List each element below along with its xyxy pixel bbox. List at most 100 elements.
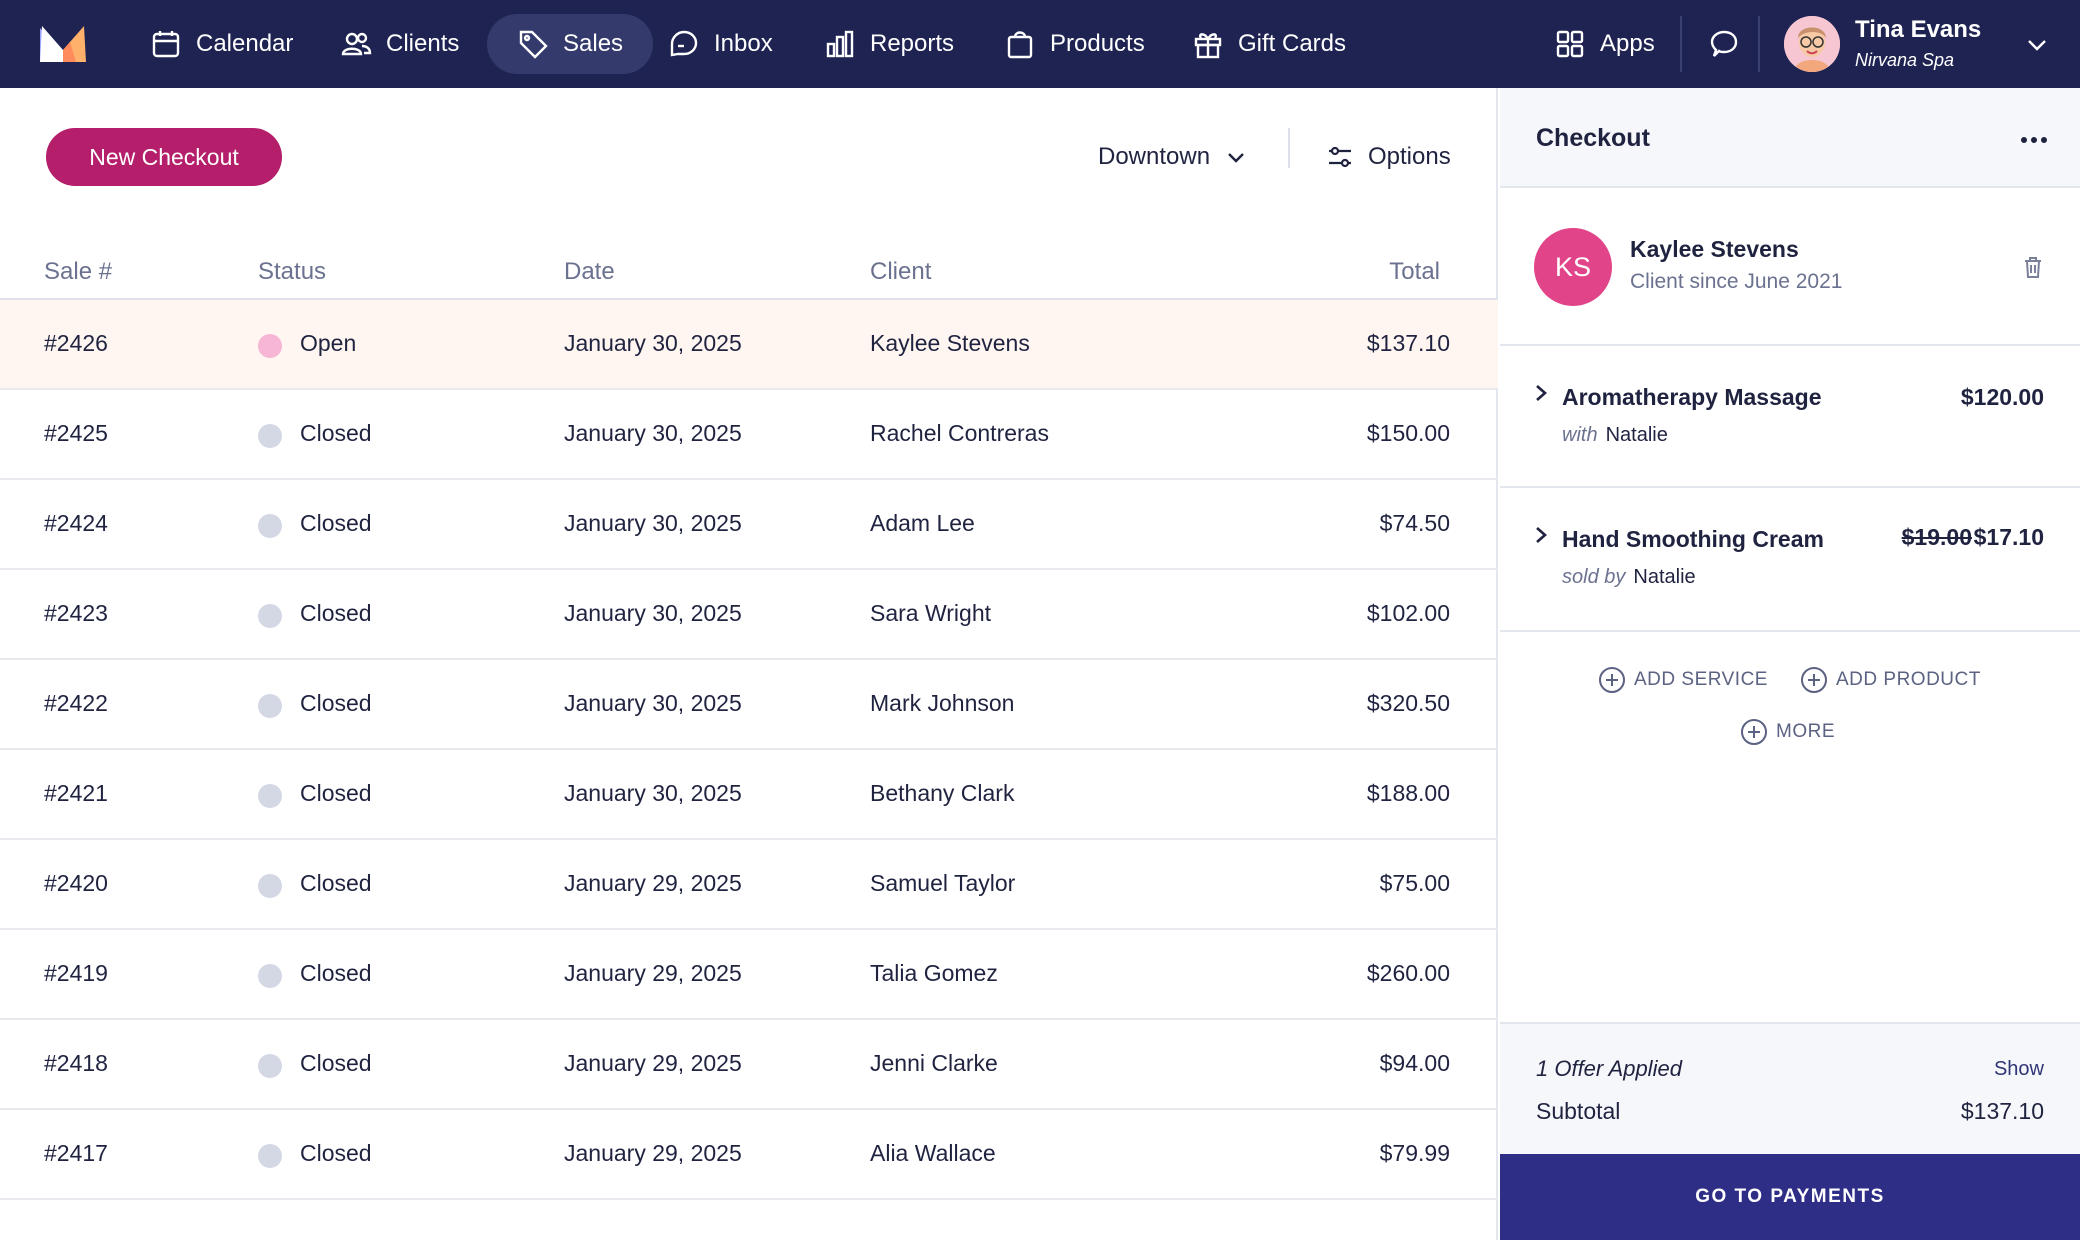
nav-divider xyxy=(1680,16,1682,72)
sale-client: Kaylee Stevens xyxy=(870,330,1030,356)
sale-number: #2420 xyxy=(44,870,108,896)
calendar-icon xyxy=(152,31,180,58)
line-item-staff-prefix: sold by xyxy=(1562,566,1626,588)
table-row[interactable]: #2423 January 30, 2025 Sara Wright Closed $1… xyxy=(0,570,1498,660)
add-product-button[interactable]: ADD PRODUCT xyxy=(1800,666,1981,694)
line-item-staff-prefix: with xyxy=(1562,424,1598,446)
table-row[interactable]: #2426 January 30, 2025 Kaylee Stevens Open $… xyxy=(0,300,1498,390)
sale-client: Jenni Clarke xyxy=(870,1050,998,1076)
nav-sales[interactable]: Sales xyxy=(487,14,654,74)
user-name[interactable]: Tina Evans xyxy=(1855,16,1982,43)
column-header-status[interactable]: Status xyxy=(258,258,327,285)
checkout-summary: 1 Offer Applied Show Subtotal $137.10 xyxy=(1500,1022,2080,1154)
nav-products[interactable]: Products xyxy=(974,14,1175,74)
client-since: Client since June 2021 xyxy=(1630,270,1843,293)
sale-client: Mark Johnson xyxy=(870,690,1015,716)
sale-status: Closed xyxy=(300,420,372,446)
sale-client: Adam Lee xyxy=(870,510,975,536)
sale-client: Rachel Contreras xyxy=(870,420,1049,446)
sale-date: January 30, 2025 xyxy=(564,510,742,536)
column-header-sale[interactable]: Sale # xyxy=(44,258,113,285)
checkout-line-item[interactable]: Hand Smoothing Cream $19.00 $17.10 sold … xyxy=(1500,490,2080,632)
apps-grid-icon xyxy=(1556,30,1584,58)
sale-total: $74.50 xyxy=(1379,510,1450,536)
show-offers-link[interactable]: Show xyxy=(1993,1058,2044,1080)
nav-products-label: Products xyxy=(1050,30,1145,57)
table-row[interactable]: #2417 January 29, 2025 Alia Wallace Closed $… xyxy=(0,1110,1498,1200)
table-header: Sale # Status Date Client Total xyxy=(0,248,1498,300)
trash-icon[interactable] xyxy=(2020,254,2046,280)
sale-number: #2423 xyxy=(44,600,108,626)
checkout-panel: Checkout KS Kaylee Stevens Client since … xyxy=(1500,88,2080,1240)
table-row[interactable]: #2419 January 29, 2025 Talia Gomez Closed $2… xyxy=(0,930,1498,1020)
nav-clients[interactable]: Clients xyxy=(310,14,489,74)
sale-total: $150.00 xyxy=(1366,420,1450,446)
chevron-right-icon[interactable] xyxy=(1530,382,1552,404)
sale-status: Open xyxy=(300,330,357,356)
tag-icon xyxy=(519,30,548,59)
user-photo xyxy=(1784,16,1840,72)
sale-status: Closed xyxy=(300,1050,372,1076)
sale-status: Closed xyxy=(300,870,372,896)
sale-client: Sara Wright xyxy=(870,600,992,626)
sale-total: $137.10 xyxy=(1366,330,1450,356)
nav-calendar[interactable]: Calendar xyxy=(120,14,323,74)
sale-total: $75.00 xyxy=(1379,870,1450,896)
user-avatar[interactable] xyxy=(1784,16,1840,72)
sale-number: #2419 xyxy=(44,960,108,986)
subtotal-value: $137.10 xyxy=(1960,1098,2044,1124)
table-row[interactable]: #2418 January 29, 2025 Jenni Clarke Closed $… xyxy=(0,1020,1498,1110)
status-dot-icon xyxy=(258,1054,282,1078)
table-row[interactable]: #2422 January 30, 2025 Mark Johnson Closed $… xyxy=(0,660,1498,750)
sale-number: #2417 xyxy=(44,1140,108,1166)
nav-gift-cards[interactable]: Gift Cards xyxy=(1162,14,1376,74)
nav-sales-label: Sales xyxy=(563,30,624,57)
chat-bubble-icon xyxy=(1710,30,1738,57)
line-item-price: $17.10 xyxy=(1973,524,2044,550)
nav-inbox[interactable]: Inbox xyxy=(638,14,803,74)
sale-date: January 30, 2025 xyxy=(564,600,742,626)
column-header-date[interactable]: Date xyxy=(564,258,615,285)
nav-apps[interactable]: Apps xyxy=(1524,14,1685,74)
table-row[interactable]: #2424 January 30, 2025 Adam Lee Closed $74.5… xyxy=(0,480,1498,570)
status-dot-icon xyxy=(258,424,282,448)
column-header-total[interactable]: Total xyxy=(1389,258,1440,285)
sale-date: January 30, 2025 xyxy=(564,420,742,446)
top-navigation: Calendar Clients Sales Inbox Reports Pro… xyxy=(0,0,2080,88)
client-name[interactable]: Kaylee Stevens xyxy=(1630,236,1799,262)
checkout-client-card[interactable]: KS Kaylee Stevens Client since June 2021 xyxy=(1500,190,2080,346)
table-row[interactable]: #2420 January 29, 2025 Samuel Taylor Closed… xyxy=(0,840,1498,930)
line-item-staff: sold by Natalie xyxy=(1562,566,1696,589)
table-row[interactable]: #2425 January 30, 2025 Rachel Contreras Clo… xyxy=(0,390,1498,480)
nav-messages[interactable] xyxy=(1694,14,1754,74)
line-item-original-price: $19.00 xyxy=(1901,524,1972,550)
add-service-button[interactable]: ADD SERVICE xyxy=(1598,666,1768,694)
line-item-staff: with Natalie xyxy=(1562,424,1668,447)
bar-chart-icon xyxy=(826,30,854,58)
nav-clients-label: Clients xyxy=(386,30,460,57)
plus-circle-icon xyxy=(1801,667,1827,693)
more-add-button[interactable]: MORE xyxy=(1740,718,1835,746)
sale-total: $320.50 xyxy=(1366,690,1450,716)
add-service-label: ADD SERVICE xyxy=(1634,669,1768,690)
line-item-staff-name: Natalie xyxy=(1605,424,1668,446)
location-select[interactable]: Downtown xyxy=(1098,132,1248,182)
checkout-line-item[interactable]: Aromatherapy Massage $120.00 with Natalie xyxy=(1500,348,2080,488)
sale-status: Closed xyxy=(300,960,372,986)
sale-total: $79.99 xyxy=(1379,1140,1450,1166)
more-options-icon[interactable] xyxy=(2016,122,2052,158)
nav-reports[interactable]: Reports xyxy=(794,14,984,74)
chevron-right-icon[interactable] xyxy=(1530,524,1552,546)
table-row[interactable]: #2421 January 30, 2025 Bethany Clark Closed… xyxy=(0,750,1498,840)
new-checkout-button[interactable]: New Checkout xyxy=(46,128,282,186)
chevron-down-icon[interactable] xyxy=(2022,30,2052,60)
column-header-client[interactable]: Client xyxy=(870,258,932,285)
inbox-icon xyxy=(670,30,698,57)
checkout-title: Checkout xyxy=(1536,124,1650,152)
go-to-payments-button[interactable]: GO TO PAYMENTS xyxy=(1500,1154,2080,1240)
bag-icon xyxy=(1007,31,1033,59)
brand-logo[interactable] xyxy=(40,24,86,62)
sale-status: Closed xyxy=(300,1140,372,1166)
options-button[interactable]: Options xyxy=(1326,132,1451,182)
chevron-down-icon xyxy=(1228,153,1244,163)
